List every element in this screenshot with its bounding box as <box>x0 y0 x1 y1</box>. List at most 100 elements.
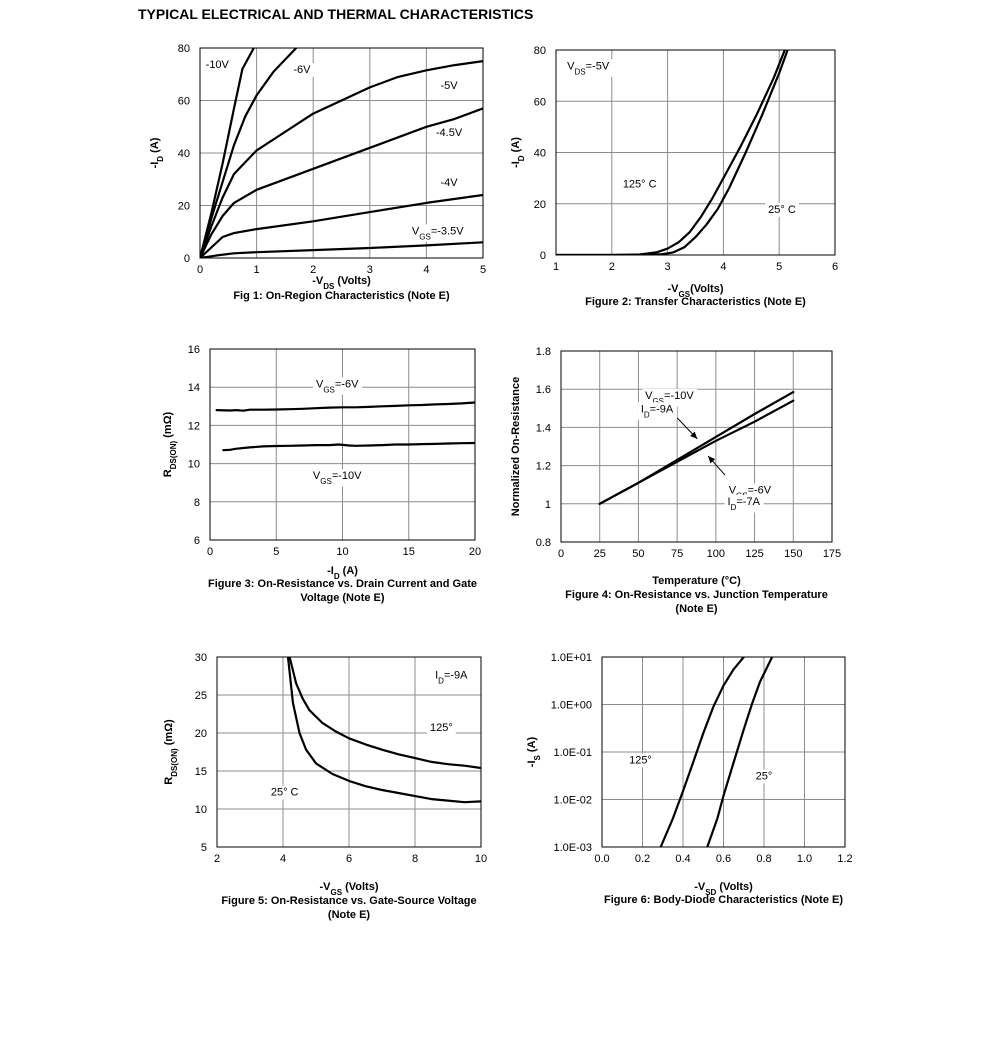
series-line <box>659 657 745 847</box>
x-tick-label: 10 <box>475 853 487 865</box>
x-tick-label: 0.2 <box>635 853 650 865</box>
y-tick-label: 0.8 <box>536 537 551 549</box>
annotation-label: ID=-9A <box>637 402 677 420</box>
annotation-label: -4V <box>437 175 462 190</box>
x-tick-label: 175 <box>823 548 841 560</box>
y-tick-label: 20 <box>195 728 207 740</box>
x-tick-label: 2 <box>214 853 220 865</box>
annotation-label: VGS=-10V <box>642 388 698 407</box>
y-axis-title: -IS (A) <box>526 736 542 767</box>
x-axis-title: -VGS (Volts) <box>319 881 378 897</box>
chart-fig6-body-diode: 0.0 0.2 0.4 0.6 0.8 1.0 1.2 1.0E-03 1.0E-02 1.0E-… <box>526 652 853 906</box>
y-tick-label: 20 <box>534 199 546 211</box>
x-tick-label: 3 <box>665 261 671 273</box>
series-line <box>200 48 255 258</box>
x-tick-label: 2 <box>609 261 615 273</box>
y-tick-label: 8 <box>194 497 200 509</box>
y-axis-title: -ID (A) <box>149 137 165 168</box>
x-tick-label: 1 <box>254 264 260 276</box>
x-tick-label: 20 <box>469 546 481 558</box>
y-tick-label: 12 <box>188 420 200 432</box>
annotation-label: ID=-9A <box>432 668 472 686</box>
figure-caption: (Note E) <box>328 909 371 921</box>
series-line <box>706 657 774 847</box>
annotation-text: 125° C <box>623 178 657 190</box>
annotation-text: ID=-7A <box>728 496 761 512</box>
y-tick-label: 14 <box>188 382 200 394</box>
series-line <box>556 50 789 255</box>
annotation-text: -5V <box>440 80 458 92</box>
x-tick-label: 0.0 <box>594 853 609 865</box>
x-tick-label: 125 <box>745 548 763 560</box>
x-tick-label: 0 <box>197 264 203 276</box>
annotation-label: 25° <box>752 769 776 784</box>
figure-caption: Figure 3: On-Resistance vs. Drain Curren… <box>208 578 477 590</box>
annotation-text: VGS=-6V <box>316 378 359 394</box>
annotation-label: 125° <box>626 753 655 768</box>
annotation-label: -5V <box>437 78 462 93</box>
annotation-label: 25° C <box>765 202 799 217</box>
y-tick-label: 30 <box>195 652 207 664</box>
x-tick-label: 150 <box>784 548 802 560</box>
page-title: TYPICAL ELECTRICAL AND THERMAL CHARACTER… <box>138 6 534 22</box>
x-tick-label: 5 <box>480 264 486 276</box>
y-axis-title: Normalized On-Resistance <box>510 377 522 516</box>
annotation-label: VGS=-6V <box>312 377 363 395</box>
y-tick-label: 1.0E-01 <box>553 747 592 759</box>
y-tick-label: 80 <box>534 45 546 57</box>
y-axis-title: RDS(ON) (mΩ) <box>163 719 179 785</box>
series-line <box>288 657 481 770</box>
figure-caption: Voltage (Note E) <box>300 592 384 604</box>
annotation-text: VGS=-3.5V <box>412 225 464 241</box>
annotation-text: -4.5V <box>436 127 463 139</box>
y-tick-label: 20 <box>178 201 190 213</box>
annotation-label: VDS=-5V <box>564 59 613 77</box>
y-tick-label: 10 <box>195 804 207 816</box>
annotation-label: 125° <box>427 720 456 735</box>
x-tick-label: 8 <box>412 853 418 865</box>
annotation-label: VGS=-10V <box>309 469 366 487</box>
plot-frame <box>601 656 846 848</box>
x-tick-label: 6 <box>832 261 838 273</box>
x-tick-label: 1.0 <box>797 853 812 865</box>
x-tick-label: 6 <box>346 853 352 865</box>
x-tick-label: 4 <box>720 261 726 273</box>
x-axis-title: -VDS (Volts) <box>312 275 371 291</box>
y-tick-label: 1.0E-02 <box>553 795 592 807</box>
figure-caption: Figure 4: On-Resistance vs. Junction Tem… <box>565 589 828 601</box>
series-line <box>200 107 483 258</box>
chart-fig5-rds-vs-vgs: 2 4 6 8 10 5 10 15 20 25 30 ID=-9A 125° 25° C -VGS (Vo… <box>163 652 487 921</box>
y-tick-label: 80 <box>178 43 190 55</box>
y-tick-label: 0 <box>540 250 546 262</box>
annotation-label: 125° C <box>619 177 660 192</box>
annotation-arrowhead <box>690 431 698 439</box>
chart-fig1-on-region: 0 1 2 3 4 5 0 20 40 60 80 -10V -6V -5V -4.5V -4V VGS=-3.… <box>149 43 486 302</box>
x-tick-label: 75 <box>671 548 683 560</box>
annotation-text: VDS=-5V <box>567 60 610 76</box>
annotation-text: 25° <box>756 771 773 783</box>
annotation-text: -4V <box>440 177 458 189</box>
y-tick-label: 0 <box>184 253 190 265</box>
x-tick-label: 3 <box>367 264 373 276</box>
annotation-label: -6V <box>290 63 315 77</box>
y-tick-label: 1.2 <box>536 461 551 473</box>
y-tick-label: 1.8 <box>536 346 551 358</box>
series-line <box>598 399 795 505</box>
figure-caption: Figure 5: On-Resistance vs. Gate-Source … <box>221 895 476 907</box>
chart-fig4-rds-vs-temp: 0 25 50 75 100 125 150 175 0.8 1 1.2 1.4 1.6 1.8 VGS=-… <box>510 346 841 615</box>
annotation-text: -6V <box>293 64 311 76</box>
x-tick-label: 2 <box>310 264 316 276</box>
annotation-label: -4.5V <box>432 126 466 140</box>
figure-caption: Figure 2: Transfer Characteristics (Note… <box>585 296 806 308</box>
x-tick-label: 100 <box>707 548 725 560</box>
x-tick-label: 15 <box>403 546 415 558</box>
x-tick-label: 4 <box>280 853 286 865</box>
y-tick-label: 6 <box>194 535 200 547</box>
y-tick-label: 40 <box>534 148 546 160</box>
y-axis-title: -ID (A) <box>510 137 526 168</box>
y-tick-label: 1.0E-03 <box>553 842 592 854</box>
series-line <box>222 441 475 452</box>
y-tick-label: 60 <box>178 96 190 108</box>
series-line <box>215 401 475 412</box>
annotation-label: 25° C <box>267 785 302 800</box>
